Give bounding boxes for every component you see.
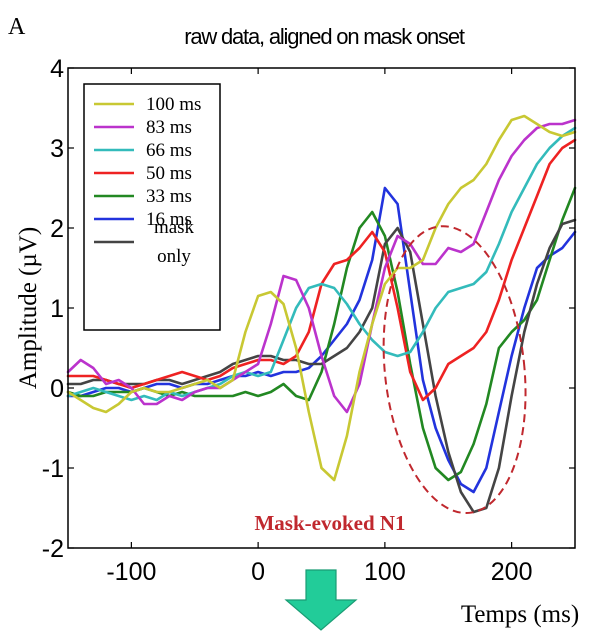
y-tick-label: 3 [50,135,64,163]
legend-label: 50 ms [146,163,192,184]
legend-label: 83 ms [146,117,192,138]
x-tick-label: 0 [251,558,265,586]
annotation-layer: Mask-evoked N1 [254,225,527,535]
legend-label: only [157,246,191,267]
y-axis-label: Amplitude (µV) [15,227,42,389]
x-tick-label: 200 [491,558,533,586]
chart-title: raw data, aligned on mask onset [184,24,465,49]
legend-box [83,83,221,331]
legend-label: 33 ms [146,186,192,207]
y-tick-label: -1 [42,455,64,483]
y-tick-label: 2 [50,215,64,243]
series-line [66,114,577,482]
x-tick-label: -100 [106,558,156,586]
x-tick-label: 100 [364,558,406,586]
series-layer [66,114,577,514]
series-line [66,118,577,414]
legend-label: 66 ms [146,140,192,161]
x-axis-label: Temps (ms) [461,601,579,628]
down-arrow-icon [284,569,358,631]
y-tick-label: 0 [50,375,64,403]
axes: -100 0 100 200 -2 -1 0 1 2 3 4 [42,55,575,586]
y-tick-label: -2 [42,535,64,563]
annotation-label: Mask-evoked N1 [254,511,405,535]
y-tick-label: 1 [50,295,64,323]
legend-label: 16 ms [146,209,192,230]
n1-ellipse [382,225,527,514]
series-line [66,126,577,402]
legend-label: 100 ms [146,94,201,115]
legend-label: mask [154,217,195,238]
panel-letter: A [8,14,26,40]
y-tick-label: 4 [50,55,64,83]
